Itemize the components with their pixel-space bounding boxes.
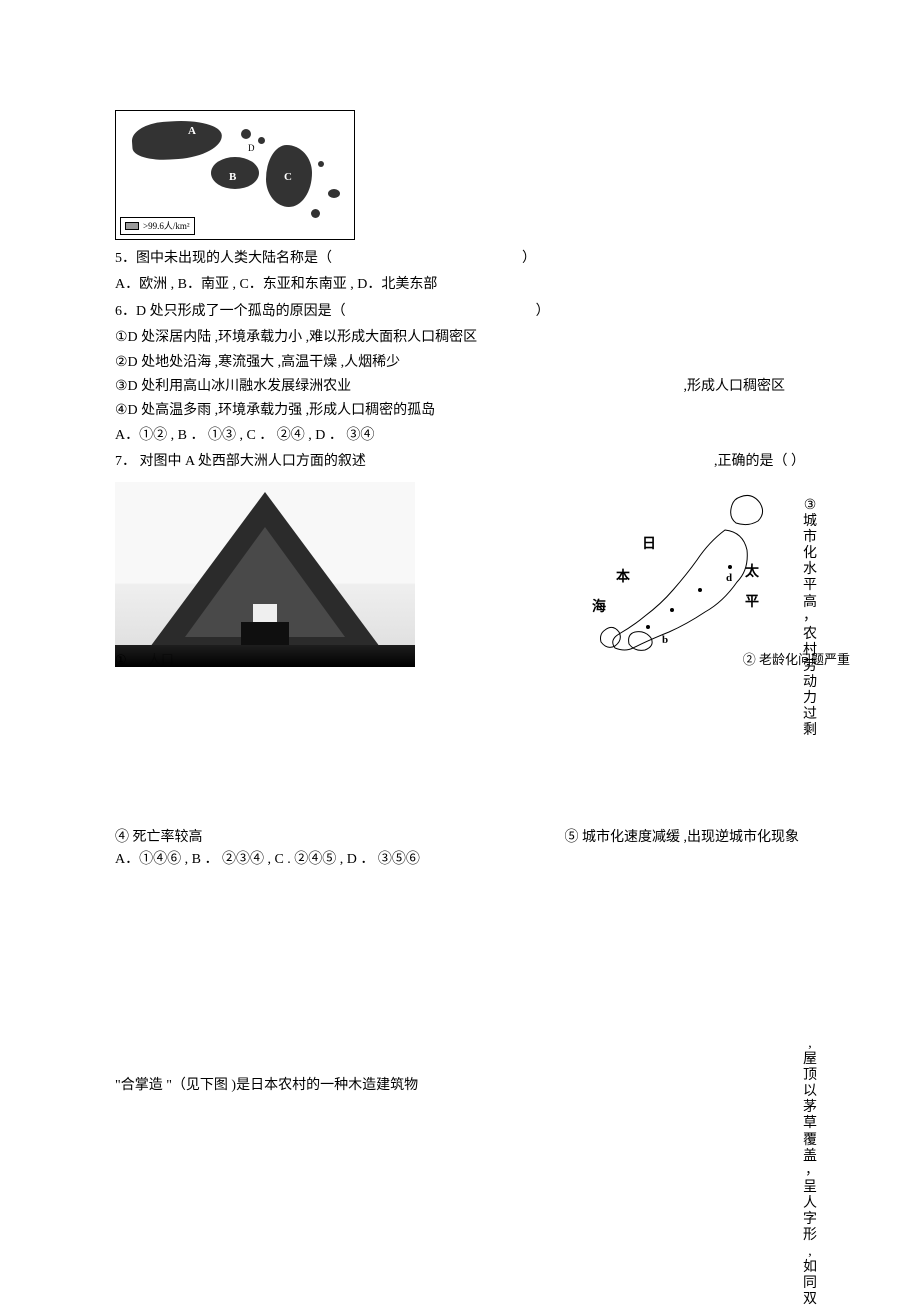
q7-number: 7．	[115, 454, 136, 469]
q7-stem-left: 对图中 A 处西部大洲人口方面的叙述	[140, 454, 366, 469]
q5-options: A．欧洲 , B．南亚 , C．东亚和东南亚 , D．北美东部	[115, 274, 805, 296]
map-dot	[258, 137, 265, 144]
q6-sub2: ②D 处地处沿海 ,寒流强大 ,高温干燥 ,人烟稀少	[115, 352, 805, 374]
hezhang-left: "合掌造 "（见下图 )是日本农村的一种木造建筑物	[115, 1075, 418, 1097]
label-tai: 太	[745, 562, 759, 584]
map-dot	[311, 209, 320, 218]
q5-paren-close: ）	[522, 248, 536, 270]
q6-sub3-left: ③D 处利用高山冰川融水发展绿洲农业	[115, 376, 351, 398]
map-label-a: A	[188, 123, 196, 141]
label-d: d	[726, 570, 732, 588]
q6-sub4: ④D 处高温多雨 ,环境承载力强 ,形成人口稠密的孤岛	[115, 400, 805, 422]
map-region-a	[131, 118, 223, 162]
label-ben: 本	[616, 567, 630, 589]
population-density-map: A B C D >99.6人/km²	[115, 110, 355, 240]
q6-sub3: ③D 处利用高山冰川融水发展绿洲农业 ,形成人口稠密区	[115, 376, 805, 398]
q6-stem-line: 6． D 处只形成了一个孤岛的原因是（ ）	[115, 301, 805, 323]
q6-stem: D 处只形成了一个孤岛的原因是（	[136, 301, 346, 323]
q7-item2: ② 老龄化问题严重	[743, 650, 850, 671]
q7-item1-tail: 人口	[148, 652, 174, 667]
label-b: b	[662, 632, 668, 650]
label-ping: 平	[745, 592, 759, 614]
legend-text: >99.6人/km²	[143, 219, 190, 233]
gassho-house-photo	[115, 482, 415, 667]
q7-stem-right: ,正确的是（ ）	[714, 451, 805, 473]
map-dot	[318, 161, 324, 167]
map-label-b: B	[229, 169, 236, 187]
q5-number: 5．	[115, 248, 136, 270]
hezhang-vertical-text: ,屋顶以茅草覆 盖 ， 呈人字 形 , 如同双	[802, 1036, 818, 1308]
q7-stem-line: 7． 对图中 A 处西部大洲人口方面的叙述 ,正确的是（ ）	[115, 451, 805, 473]
house-window	[253, 604, 277, 622]
q5-stem: 图中未出现的人类大陆名称是（	[136, 248, 332, 270]
q6-number: 6．	[115, 301, 136, 323]
legend-swatch	[125, 222, 139, 230]
map-label-d: D	[248, 141, 255, 155]
map-dot	[241, 129, 251, 139]
label-hai: 海	[592, 597, 606, 619]
q7-item1-label: ①	[115, 652, 127, 667]
map-label-c: C	[284, 169, 292, 187]
q6-paren-close: ）	[536, 301, 550, 323]
q6-options: A．①② , B ． ①③ , C ． ②④ , D ． ③④	[115, 425, 805, 447]
q7-item5: ⑤ 城市化速度减缓 ,出现逆城市化现象	[565, 827, 806, 849]
map-dot	[328, 189, 340, 198]
label-ri: 日	[642, 534, 656, 556]
hezhang-intro-line: "合掌造 "（见下图 )是日本农村的一种木造建筑物	[115, 1075, 805, 1097]
q7-item1: ① 人口	[115, 650, 174, 671]
q5-stem-line: 5． 图中未出现的人类大陆名称是（ ）	[115, 248, 805, 270]
images-row: ① 人口 日 本 海 太 平 d b ② 老龄化问题严重	[115, 482, 805, 667]
map-legend: >99.6人/km²	[120, 217, 195, 235]
q6-sub3-right: ,形成人口稠密区	[684, 376, 806, 398]
q6-sub1: ①D 处深居内陆 ,环境承载力小 ,难以形成大面积人口稠密区	[115, 327, 805, 349]
q7-options: A．①④⑥ , B ． ②③④ , C . ②④⑤ , D ． ③⑤⑥	[115, 849, 805, 871]
q7-items-4-5: ④ 死亡率较高 ⑤ 城市化速度减缓 ,出现逆城市化现象	[115, 827, 805, 849]
japan-map: 日 本 海 太 平 d b	[580, 482, 785, 657]
q7-item4: ④ 死亡率较高	[115, 827, 203, 849]
